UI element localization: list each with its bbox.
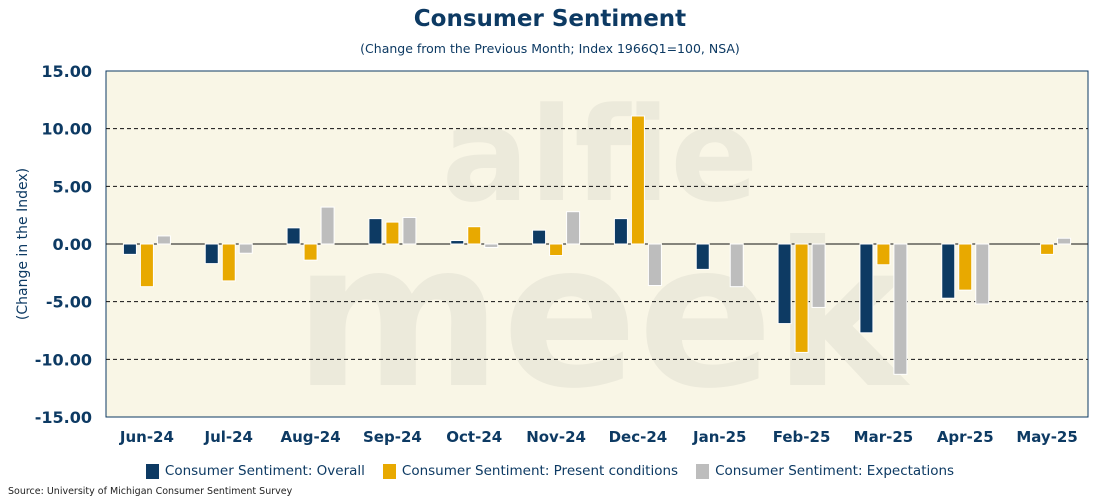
bar-overall	[450, 240, 465, 245]
y-tick-label: 5.00	[53, 177, 92, 196]
bar-overall	[613, 218, 628, 245]
bar-present	[139, 243, 154, 288]
x-tick-label: Jan-25	[692, 428, 746, 446]
y-tick-label: -5.00	[46, 293, 92, 312]
bar-overall	[532, 229, 547, 245]
bar-expectations	[484, 243, 499, 248]
x-tick-label: Nov-24	[526, 428, 586, 446]
bar-present	[794, 243, 809, 353]
bar-overall	[695, 243, 710, 270]
bar-expectations	[156, 235, 171, 245]
bar-overall	[859, 243, 874, 334]
x-tick-label: Dec-24	[609, 428, 668, 446]
legend-item-expectations: Consumer Sentiment: Expectations	[696, 463, 954, 479]
bar-expectations	[647, 243, 662, 287]
legend-swatch	[145, 463, 159, 479]
bar-expectations	[893, 243, 908, 375]
chart-title: Consumer Sentiment	[413, 6, 687, 32]
legend-item-overall: Consumer Sentiment: Overall	[145, 463, 365, 479]
chart: alfie meek 15.0010.005.000.00-5.00-10.00…	[15, 62, 1089, 446]
bar-present	[467, 226, 482, 245]
x-tick-label: Aug-24	[281, 428, 341, 446]
legend-swatch	[382, 463, 396, 479]
y-tick-label: -10.00	[35, 350, 92, 369]
bar-expectations	[566, 211, 581, 245]
bar-expectations	[402, 216, 417, 245]
chart-subtitle: (Change from the Previous Month; Index 1…	[360, 41, 740, 56]
y-axis-label: (Change in the Index)	[15, 168, 31, 320]
bar-overall	[122, 243, 137, 255]
legend-item-present: Consumer Sentiment: Present conditions	[382, 463, 679, 479]
y-tick-label: 10.00	[41, 120, 92, 139]
y-tick-label: 0.00	[53, 235, 92, 254]
legend-swatch	[696, 463, 710, 479]
bar-present	[958, 243, 973, 291]
legend: Consumer Sentiment: Overall Consumer Sen…	[0, 463, 1100, 479]
bar-present	[221, 243, 236, 282]
y-tick-label: -15.00	[35, 408, 92, 427]
bar-present	[385, 221, 400, 245]
source-note: Source: University of Michigan Consumer …	[8, 486, 293, 497]
x-tick-label: Mar-25	[854, 428, 914, 446]
x-tick-label: May-25	[1016, 428, 1077, 446]
bar-overall	[286, 227, 301, 245]
bar-overall	[941, 243, 956, 299]
bar-overall	[777, 243, 792, 325]
bar-expectations	[238, 243, 253, 254]
bar-expectations	[320, 206, 335, 245]
bar-present	[549, 243, 564, 257]
bar-overall	[204, 243, 219, 265]
legend-label: Consumer Sentiment: Overall	[164, 463, 365, 479]
y-tick-label: 15.00	[41, 62, 92, 81]
bar-present	[303, 243, 318, 261]
x-tick-label: Sep-24	[363, 428, 422, 446]
bar-expectations	[729, 243, 744, 288]
legend-label: Consumer Sentiment: Present conditions	[401, 463, 679, 479]
x-tick-label: Jun-24	[119, 428, 174, 446]
x-tick-label: Oct-24	[446, 428, 502, 446]
bar-expectations	[1057, 237, 1072, 245]
x-tick-label: Feb-25	[773, 428, 831, 446]
legend-label: Consumer Sentiment: Expectations	[715, 463, 955, 479]
x-tick-label: Apr-25	[937, 428, 994, 446]
bar-expectations	[975, 243, 990, 305]
svg-text:alfie: alfie	[442, 79, 759, 231]
x-tick-label: Jul-24	[203, 428, 253, 446]
bar-present	[876, 243, 891, 266]
bar-present	[1040, 243, 1055, 255]
bar-present	[630, 115, 645, 245]
bar-overall	[368, 218, 383, 245]
bar-expectations	[811, 243, 826, 308]
